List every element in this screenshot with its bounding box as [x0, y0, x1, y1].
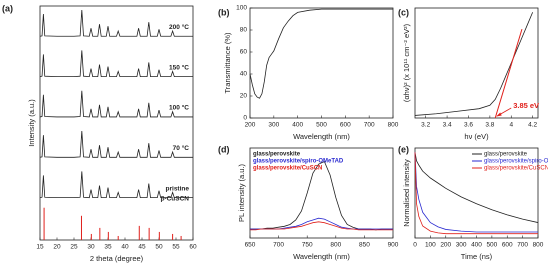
- y-axis-label: Intensity (a.u.): [27, 99, 36, 147]
- data-line: [39, 131, 193, 158]
- x-axis-label: Time (ns): [461, 252, 493, 261]
- y-tick-label: 80: [240, 27, 248, 34]
- x-tick-label: 800: [330, 242, 341, 249]
- x-tick-label: 4: [509, 122, 513, 129]
- x-tick-label: 3.8: [485, 122, 494, 129]
- legend-label: glass/perovskite: [253, 152, 301, 158]
- x-tick-label: 15: [36, 244, 44, 251]
- x-tick-label: 800: [533, 242, 544, 249]
- series-label: pristine: [166, 185, 190, 192]
- panel-label: (e): [398, 144, 409, 154]
- series-label: 100 °C: [169, 104, 189, 112]
- data-line: [414, 152, 539, 223]
- arrow-head: [496, 112, 502, 117]
- x-tick-label: 400: [292, 122, 303, 129]
- series-label: 150 °C: [169, 63, 189, 71]
- y-axis-label: PL intensity (a.u.): [237, 163, 246, 222]
- plot-frame: [249, 147, 394, 239]
- x-axis-label: 2 theta (degree): [90, 254, 144, 263]
- x-tick-label: 30: [87, 244, 95, 251]
- y-axis-label: (αhν)² (x 10¹¹ cm⁻² eV²): [402, 23, 411, 102]
- legend-label: glass/perovskite/spiro-OMeTAD: [484, 159, 548, 165]
- annotation: 3.85 eV: [513, 101, 539, 110]
- y-tick-label: 60: [240, 49, 248, 56]
- panel: 15 20 25 30 35 40 45 50 55 60 2 theta (degree) Inte…: [2, 3, 197, 263]
- panel: 650 700 750 800 850 900 Wavelength (nm) PL inte…: [218, 144, 399, 261]
- data-line: [414, 152, 538, 235]
- data-line: [250, 160, 393, 231]
- x-tick-label: 500: [486, 242, 497, 249]
- series-label: 200 °C: [169, 23, 189, 31]
- y-tick-label: 0: [243, 115, 247, 122]
- panel-label: (b): [218, 7, 230, 17]
- data-line: [39, 50, 193, 78]
- x-tick-label: 50: [155, 244, 163, 251]
- x-tick-label: 3.2: [421, 122, 430, 129]
- x-axis-label: hν (eV): [464, 132, 489, 141]
- x-tick-label: 500: [316, 122, 327, 129]
- x-tick-label: 700: [273, 242, 284, 249]
- plot-frame: [39, 5, 194, 241]
- data-line: [414, 152, 538, 233]
- data-line: [250, 217, 393, 230]
- plot-frame: [414, 7, 539, 119]
- x-tick-label: 100: [425, 242, 436, 249]
- y-tick-label: 40: [240, 71, 248, 78]
- x-tick-label: 800: [388, 122, 399, 129]
- y-axis-label: Normalised intensity: [402, 159, 411, 227]
- x-tick-label: 600: [340, 122, 351, 129]
- series-label: 70 °C: [173, 144, 190, 152]
- x-tick-label: 35: [104, 244, 112, 251]
- x-tick-label: 900: [388, 242, 399, 249]
- x-tick-label: 3.6: [464, 122, 473, 129]
- x-tick-label: 600: [502, 242, 513, 249]
- panel-label: (c): [398, 7, 409, 17]
- x-tick-label: 60: [189, 244, 197, 251]
- x-tick-label: 850: [359, 242, 370, 249]
- plot-frame: [249, 7, 394, 119]
- x-tick-label: 300: [268, 122, 279, 129]
- x-tick-label: 40: [121, 244, 129, 251]
- x-tick-label: 45: [138, 244, 146, 251]
- series-label: β-CuSCN: [160, 195, 189, 202]
- x-tick-label: 700: [364, 122, 375, 129]
- y-tick-label: 20: [240, 93, 248, 100]
- x-tick-label: 300: [456, 242, 467, 249]
- x-tick-label: 4.2: [528, 122, 537, 129]
- x-axis-label: Wavelength (nm): [293, 252, 350, 261]
- y-tick-label: 100: [236, 5, 247, 12]
- x-tick-label: 750: [302, 242, 313, 249]
- legend-label: glass/perovskite/CuSCN: [253, 166, 322, 172]
- panel-label: (a): [2, 3, 13, 13]
- x-tick-label: 200: [245, 122, 256, 129]
- x-tick-label: 55: [172, 244, 180, 251]
- x-tick-label: 200: [440, 242, 451, 249]
- x-tick-label: 3.4: [443, 122, 452, 129]
- panel: 3.2 3.4 3.6 3.8 4 4.2 hν (eV) (αhν)² (x 10¹¹ cm…: [398, 7, 539, 141]
- data-line: [249, 8, 393, 99]
- legend-label: glass/perovskite: [484, 152, 528, 158]
- panel-label: (d): [218, 144, 230, 154]
- data-line: [39, 90, 193, 118]
- data-line: [250, 221, 393, 231]
- x-tick-label: 700: [517, 242, 528, 249]
- y-axis-label: Transmittance (%): [223, 32, 232, 93]
- x-tick-label: 20: [53, 244, 61, 251]
- data-line: [414, 12, 534, 116]
- x-tick-label: 0: [413, 242, 417, 249]
- panel: 200 300 400 500 600 700 800 0 20 40 60 80 100 Wavelen…: [218, 5, 399, 141]
- data-line: [39, 10, 193, 37]
- x-tick-label: 400: [471, 242, 482, 249]
- fit-line: [494, 29, 523, 119]
- panel: 0 100 200 300 400 500 600 700 800 Time (ns) Normal…: [398, 144, 548, 261]
- data-line: [39, 171, 193, 199]
- x-tick-label: 650: [245, 242, 256, 249]
- x-tick-label: 25: [70, 244, 78, 251]
- x-axis-label: Wavelength (nm): [293, 132, 350, 141]
- legend-label: glass/perovskite/spiro-OMeTAD: [253, 159, 344, 165]
- legend-label: glass/perovskite/CuSCN: [484, 166, 548, 172]
